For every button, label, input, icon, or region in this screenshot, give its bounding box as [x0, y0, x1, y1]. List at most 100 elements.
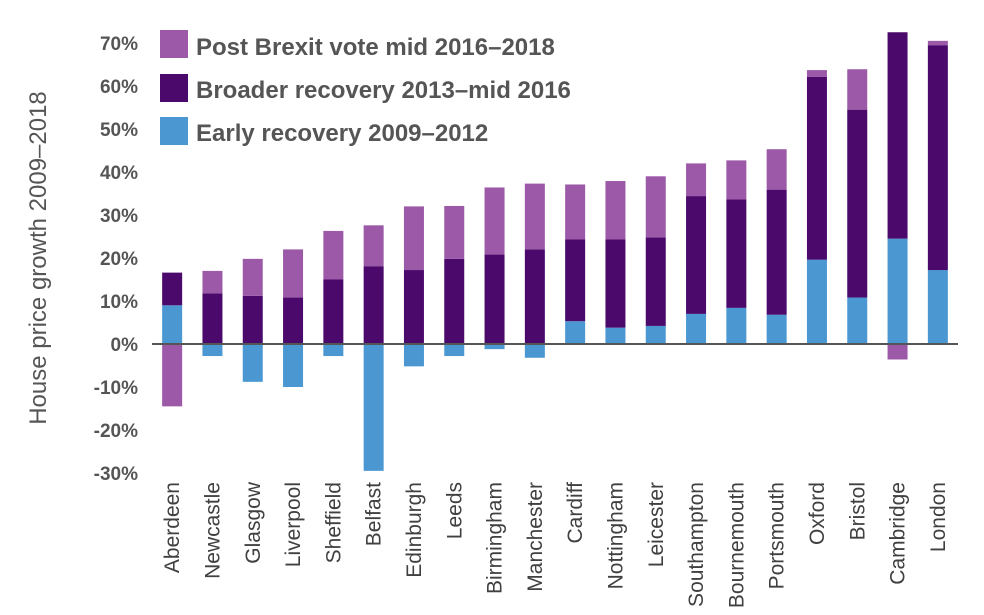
y-tick-label: 0% — [111, 335, 139, 356]
legend-swatch-post-brexit — [160, 30, 188, 58]
bar-segment — [403, 206, 424, 271]
bar-segment — [565, 239, 586, 322]
bar-segment — [806, 70, 827, 77]
bar-segment — [605, 181, 626, 240]
bar-segment — [927, 40, 948, 46]
bar-segment — [242, 295, 263, 344]
bars — [162, 32, 948, 471]
bar-segment — [887, 238, 908, 344]
category-label: Birmingham — [484, 482, 507, 594]
bar-segment — [242, 258, 263, 296]
bar-segment — [766, 189, 787, 315]
category-label: Newcastle — [201, 482, 224, 579]
category-label: Southampton — [685, 482, 708, 607]
bar-segment — [524, 183, 545, 250]
y-tick-label: 20% — [100, 249, 138, 270]
bar-segment — [645, 176, 666, 238]
y-tick-label: 30% — [100, 206, 138, 227]
legend-label-post-brexit: Post Brexit vote mid 2016–2018 — [196, 34, 555, 61]
bar-segment — [363, 266, 384, 344]
bar-segment — [887, 344, 908, 360]
category-label: Bristol — [846, 482, 869, 540]
bar-segment — [605, 239, 626, 328]
bar-segment — [847, 297, 868, 344]
bar-segment — [645, 237, 666, 326]
bar-segment — [444, 258, 465, 344]
bar-segment — [363, 344, 384, 471]
bar-segment — [766, 149, 787, 190]
bar-segment — [242, 344, 263, 382]
bar-segment — [645, 325, 666, 344]
category-label: Edinburgh — [403, 482, 426, 578]
bar-segment — [766, 314, 787, 344]
bar-segment — [524, 344, 545, 358]
bar-segment — [484, 344, 505, 350]
legend: Post Brexit vote mid 2016–2018 Broader r… — [160, 30, 571, 147]
category-label: Belfast — [363, 482, 386, 546]
category-label: Aberdeen — [161, 482, 184, 573]
bar-segment — [484, 187, 505, 255]
legend-label-broader-recovery: Broader recovery 2013–mid 2016 — [196, 77, 571, 104]
bar-segment — [323, 279, 344, 344]
bar-segment — [726, 160, 747, 200]
y-tick-label: 40% — [100, 163, 138, 184]
bar-segment — [202, 344, 223, 357]
bar-segment — [726, 199, 747, 308]
y-axis-label: House price growth 2009–2018 — [25, 91, 52, 425]
bar-segment — [363, 225, 384, 267]
y-tick-label: -30% — [94, 464, 138, 485]
category-label: Cardiff — [564, 482, 587, 544]
y-tick-label: -10% — [94, 378, 138, 399]
bar-segment — [323, 230, 344, 280]
bar-segment — [927, 270, 948, 344]
bar-segment — [847, 109, 868, 298]
bar-segment — [283, 344, 304, 387]
category-label: Cambridge — [887, 482, 910, 585]
bar-segment — [887, 32, 908, 239]
y-tick-labels: -30% -20% -10% 0% 10% 20% 30% 40% 50% 60% 70% — [94, 34, 138, 485]
bar-segment — [162, 305, 183, 344]
bar-segment — [202, 270, 223, 294]
category-label: Portsmouth — [766, 482, 789, 589]
bar-segment — [806, 76, 827, 260]
bar-segment — [847, 69, 868, 110]
category-label: Leicester — [645, 482, 668, 567]
category-label: Sheffield — [322, 482, 345, 563]
category-label: Glasgow — [242, 481, 265, 564]
bar-segment — [726, 307, 747, 344]
y-tick-label: 70% — [100, 34, 138, 55]
category-label: Bournemouth — [725, 482, 748, 608]
y-tick-label: 10% — [100, 292, 138, 313]
bar-segment — [686, 313, 707, 344]
category-label: Liverpool — [282, 482, 305, 567]
bar-segment — [283, 249, 304, 298]
bar-segment — [927, 45, 948, 271]
bar-segment — [444, 344, 465, 357]
legend-label-early-recovery: Early recovery 2009–2012 — [196, 120, 488, 147]
legend-swatch-broader-recovery — [160, 74, 188, 102]
bar-segment — [686, 196, 707, 314]
category-label: Nottingham — [604, 482, 627, 589]
bar-segment — [565, 184, 586, 240]
bar-segment — [283, 297, 304, 344]
category-label: Manchester — [524, 482, 547, 592]
bar-segment — [162, 344, 183, 407]
bar-segment — [806, 259, 827, 344]
bar-segment — [162, 272, 183, 306]
y-tick-label: 50% — [100, 120, 138, 141]
bar-segment — [605, 327, 626, 344]
legend-swatch-early-recovery — [160, 117, 188, 145]
bar-segment — [202, 293, 223, 344]
y-tick-label: 60% — [100, 77, 138, 98]
bar-segment — [403, 344, 424, 367]
category-label: Leeds — [443, 482, 466, 539]
category-label: London — [927, 482, 950, 552]
category-label: Oxford — [806, 482, 829, 545]
bar-segment — [323, 344, 344, 357]
category-labels: Aberdeen Newcastle Glasgow Liverpool Sheffie… — [161, 481, 950, 608]
y-tick-label: -20% — [94, 421, 138, 442]
bar-segment — [686, 163, 707, 197]
bar-segment — [565, 321, 586, 344]
bar-segment — [524, 249, 545, 344]
